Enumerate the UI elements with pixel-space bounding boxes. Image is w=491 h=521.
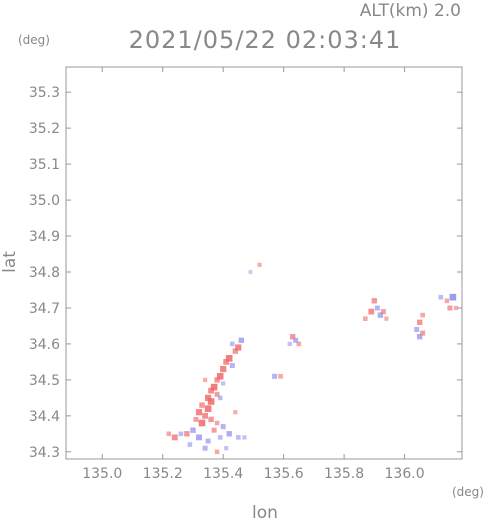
data-point — [417, 334, 423, 340]
data-point — [225, 355, 233, 362]
data-point — [214, 377, 220, 383]
y-tick-label: 35.3 — [29, 85, 60, 101]
x-tick-label: 135.6 — [264, 466, 304, 482]
data-point — [208, 416, 214, 423]
data-point — [193, 416, 199, 422]
data-point — [214, 420, 220, 426]
data-point — [257, 262, 262, 267]
data-point — [216, 373, 224, 380]
data-point — [171, 434, 178, 441]
data-point — [214, 449, 220, 455]
x-axis-label: lon — [252, 503, 278, 521]
y-tick-label: 34.9 — [29, 229, 60, 245]
data-point — [196, 434, 202, 441]
data-point — [447, 305, 453, 311]
data-point — [217, 435, 223, 440]
data-point — [184, 431, 190, 437]
data-point — [207, 398, 215, 405]
data-point — [233, 410, 238, 415]
y-tick-label: 34.7 — [29, 301, 60, 317]
data-point — [190, 427, 196, 433]
data-point — [204, 405, 212, 412]
data-point — [380, 309, 386, 315]
y-tick-label: 35.1 — [29, 157, 60, 173]
data-point — [205, 394, 212, 401]
data-point — [232, 348, 238, 354]
data-point — [214, 391, 220, 397]
data-point — [377, 312, 384, 318]
data-point — [226, 431, 232, 437]
data-point — [208, 387, 214, 394]
data-point — [224, 446, 229, 451]
y-tick-label: 35.2 — [29, 121, 60, 137]
data-point — [235, 344, 242, 351]
data-point — [248, 270, 253, 274]
data-point — [236, 435, 241, 440]
data-point — [278, 374, 283, 379]
y-tick-label: 34.5 — [29, 373, 60, 389]
data-point — [238, 337, 244, 343]
y-tick-label: 34.3 — [29, 445, 60, 461]
x-tick-label: 135.2 — [143, 466, 183, 482]
data-point — [202, 445, 208, 451]
data-point — [453, 305, 459, 311]
data-point — [221, 381, 226, 386]
y-unit-label: (deg) — [18, 33, 50, 47]
data-point — [438, 294, 444, 300]
data-point — [384, 316, 389, 321]
altitude-label: ALT(km) 2.0 — [360, 1, 461, 21]
data-point — [368, 308, 375, 315]
y-tick-label: 34.4 — [29, 409, 60, 425]
y-axis-label: lat — [0, 251, 20, 273]
x-tick-label: 135.4 — [203, 466, 243, 482]
data-point — [187, 442, 193, 447]
data-point — [199, 402, 205, 408]
plot-frame — [65, 66, 463, 460]
x-tick-label: 135.0 — [82, 466, 122, 482]
x-unit-label: (deg) — [452, 485, 484, 499]
data-point — [203, 377, 208, 382]
data-point — [230, 341, 235, 347]
data-point — [166, 431, 172, 437]
x-tick-label: 136.0 — [385, 466, 425, 482]
data-point — [195, 409, 203, 416]
data-point — [449, 293, 457, 301]
data-point — [229, 363, 235, 368]
data-point — [223, 359, 230, 365]
data-point — [444, 298, 450, 304]
data-point — [202, 412, 208, 419]
data-point — [287, 341, 292, 346]
data-points — [166, 262, 459, 455]
data-point — [220, 424, 226, 430]
data-point — [293, 337, 299, 343]
y-tick-label: 35.0 — [29, 193, 60, 209]
data-point — [217, 395, 223, 401]
data-point — [417, 319, 423, 325]
y-tick-label: 34.6 — [29, 337, 60, 353]
data-point — [420, 312, 425, 318]
data-point — [272, 373, 278, 379]
data-point — [210, 383, 218, 391]
data-point — [296, 341, 302, 347]
data-point — [290, 334, 296, 340]
axis-ticks: 135.0 135.2 135.4 135.6 135.8 136.0 34.3 34.4 34… — [29, 67, 462, 482]
data-point — [420, 330, 426, 336]
x-tick-label: 135.8 — [324, 466, 364, 482]
data-point — [178, 431, 184, 437]
chart-title: 2021/05/22 02:03:41 — [129, 26, 402, 54]
y-tick-label: 34.8 — [29, 265, 60, 281]
data-point — [371, 298, 377, 304]
data-point — [242, 435, 247, 440]
data-point — [363, 316, 368, 321]
data-point — [374, 305, 380, 311]
data-point — [220, 366, 227, 373]
data-point — [211, 427, 217, 433]
data-point — [198, 419, 206, 427]
data-point — [205, 438, 211, 444]
data-point — [414, 327, 420, 332]
